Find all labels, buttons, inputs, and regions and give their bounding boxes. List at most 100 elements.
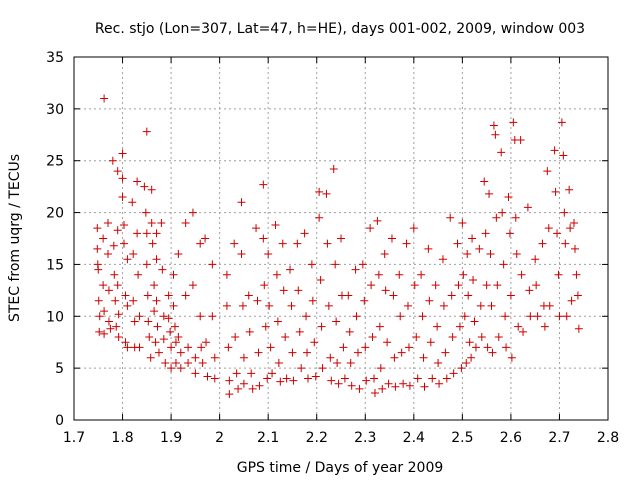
data-point (147, 218, 156, 227)
data-point (565, 185, 574, 194)
data-point (540, 322, 549, 331)
data-point (361, 343, 370, 352)
data-point (274, 358, 283, 367)
data-point (502, 343, 511, 352)
data-point (188, 208, 197, 217)
data-point (109, 241, 118, 250)
data-point (118, 193, 127, 202)
data-point (494, 333, 503, 342)
data-point (486, 250, 495, 259)
data-point (465, 338, 474, 347)
data-point (345, 327, 354, 336)
data-point (231, 333, 240, 342)
data-point (300, 229, 309, 238)
data-point (114, 310, 123, 319)
data-point (247, 369, 256, 378)
data-point (244, 291, 253, 300)
data-point (483, 343, 492, 352)
data-point (448, 333, 457, 342)
data-point (476, 301, 485, 310)
x-tick-label: 1.8 (111, 430, 133, 446)
data-point (512, 250, 521, 259)
data-point (504, 193, 513, 202)
data-point (310, 338, 319, 347)
data-point (551, 187, 560, 196)
data-point (351, 265, 360, 274)
data-point (238, 301, 247, 310)
data-point (327, 376, 336, 385)
data-point (129, 250, 138, 259)
data-point (370, 389, 379, 398)
data-point (567, 296, 576, 305)
data-point (225, 390, 234, 399)
y-tick-label: 35 (46, 50, 64, 66)
data-point (152, 255, 161, 264)
data-point (468, 234, 477, 243)
data-point (323, 239, 332, 248)
plot-frame (73, 56, 609, 421)
x-tick-label: 2.3 (354, 430, 376, 446)
data-point (142, 260, 151, 269)
data-point (562, 312, 571, 321)
data-point (340, 374, 349, 383)
data-point (307, 260, 316, 269)
data-point (93, 244, 102, 253)
data-point (317, 322, 326, 331)
data-point (318, 364, 327, 373)
data-point (333, 358, 342, 367)
data-point (282, 374, 291, 383)
data-point (412, 333, 421, 342)
data-point (550, 146, 559, 155)
data-point (523, 203, 532, 212)
data-point (188, 281, 197, 290)
data-point (94, 265, 103, 274)
data-point (332, 317, 341, 326)
data-point (426, 338, 435, 347)
y-tick-label: 0 (55, 413, 64, 429)
y-tick-label: 25 (46, 154, 64, 170)
data-point (148, 239, 157, 248)
data-point (439, 301, 448, 310)
data-point (157, 218, 166, 227)
data-point (208, 312, 217, 321)
data-point (108, 156, 117, 165)
data-point (106, 324, 115, 333)
data-point (225, 376, 234, 385)
data-point (166, 327, 175, 336)
data-point (367, 281, 376, 290)
data-point (397, 348, 406, 357)
data-point (120, 239, 129, 248)
data-point (150, 281, 159, 290)
axis-ticks: 1.7 1.8 1.9 2 2.1 2.2 2.3 2.4 2.5 2.6 2.7 2.8 0 5 10 15… (46, 50, 619, 446)
data-point (181, 218, 190, 227)
data-point (210, 374, 219, 383)
grid (74, 57, 608, 420)
data-point (360, 296, 369, 305)
data-point (154, 348, 163, 357)
data-point (561, 239, 570, 248)
data-point (176, 364, 185, 373)
data-point (99, 281, 108, 290)
data-point (261, 322, 270, 331)
data-point (174, 250, 183, 259)
data-point (113, 167, 122, 176)
data-point (237, 198, 246, 207)
data-point (376, 364, 385, 373)
data-point (265, 301, 274, 310)
data-point (114, 333, 123, 342)
data-point (184, 343, 193, 352)
data-point (100, 307, 109, 316)
data-point (497, 148, 506, 157)
data-point (171, 338, 180, 347)
data-point (409, 224, 418, 233)
data-point (253, 296, 262, 305)
x-tick-label: 2.8 (597, 430, 619, 446)
data-point (259, 234, 268, 243)
data-point (470, 317, 479, 326)
data-point (245, 327, 254, 336)
data-point (560, 208, 569, 217)
data-point (492, 213, 501, 222)
data-point (159, 335, 168, 344)
x-tick-label: 2.7 (548, 430, 570, 446)
data-point (118, 174, 127, 183)
